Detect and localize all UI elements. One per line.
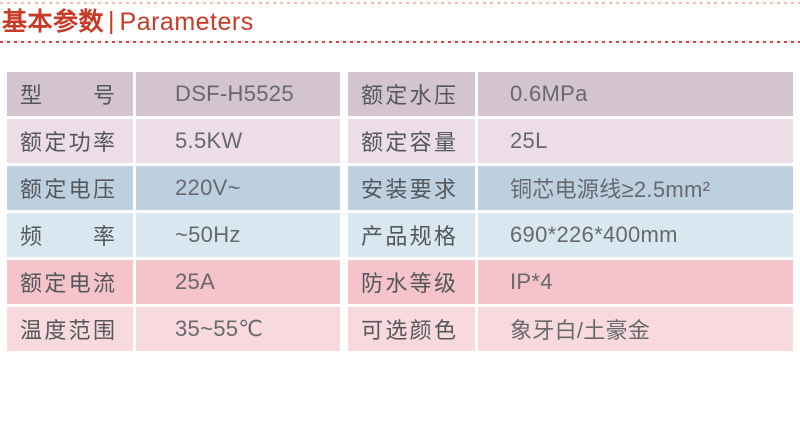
param-label-rated-power: 额定功率 [7,119,133,163]
param-label-model: 型 号 [7,72,133,116]
param-label-text: 温度范围 [20,318,115,343]
param-value-rated-voltage: 220V~ [136,166,340,210]
table-row: 型 号 DSF-H5525 额定水压 0.6MPa [7,72,793,116]
table-row: 额定电流 25A 防水等级 IP*4 [7,260,793,304]
param-label-product-size: 产品规格 [348,213,475,257]
param-label-text: 安装要求 [361,177,456,202]
param-label-text: 额定容量 [361,130,456,155]
param-value-install-requirement: 铜芯电源线≥2.5mm² [478,166,793,210]
param-label-text: 型 号 [20,83,115,108]
param-label-text: 额定电流 [20,271,115,296]
param-label-rated-capacity: 额定容量 [348,119,475,163]
param-label-waterproof-grade: 防水等级 [348,260,475,304]
table-row: 频 率 ~50Hz 产品规格 690*226*400mm [7,213,793,257]
parameters-table: 型 号 DSF-H5525 额定水压 0.6MPa 额定功率 5.5KW 额定容… [7,72,793,354]
param-value-frequency: ~50Hz [136,213,340,257]
header-bottom-dashed-rule [0,41,800,43]
param-label-frequency: 频 率 [7,213,133,257]
param-label-text: 可选颜色 [361,318,456,343]
table-row: 额定功率 5.5KW 额定容量 25L [7,119,793,163]
param-value-waterproof-grade: IP*4 [478,260,793,304]
param-label-text: 额定水压 [361,83,456,108]
param-label-text: 产品规格 [361,224,456,249]
param-value-color-options: 象牙白/土豪金 [478,307,793,351]
header-top-dashed-rule [0,2,800,4]
param-label-text: 额定功率 [20,130,115,155]
param-label-rated-water-pressure: 额定水压 [348,72,475,116]
param-value-rated-capacity: 25L [478,119,793,163]
table-row: 温度范围 35~55℃ 可选颜色 象牙白/土豪金 [7,307,793,351]
param-value-rated-power: 5.5KW [136,119,340,163]
param-value-model: DSF-H5525 [136,72,340,116]
title-divider: | [108,7,115,35]
param-label-text: 防水等级 [361,271,456,296]
table-row: 额定电压 220V~ 安装要求 铜芯电源线≥2.5mm² [7,166,793,210]
param-label-text: 频 率 [20,224,115,249]
param-label-rated-voltage: 额定电压 [7,166,133,210]
param-value-product-size: 690*226*400mm [478,213,793,257]
param-label-color-options: 可选颜色 [348,307,475,351]
param-label-rated-current: 额定电流 [7,260,133,304]
param-label-temperature-range: 温度范围 [7,307,133,351]
param-label-install-requirement: 安装要求 [348,166,475,210]
param-value-temperature-range: 35~55℃ [136,307,340,351]
param-value-rated-water-pressure: 0.6MPa [478,72,793,116]
page-title-chinese: 基本参数 [2,8,105,36]
param-value-rated-current: 25A [136,260,340,304]
page-title: 基本参数 | Parameters [2,7,254,36]
param-label-text: 额定电压 [20,177,115,202]
page-title-english: Parameters [119,8,254,36]
